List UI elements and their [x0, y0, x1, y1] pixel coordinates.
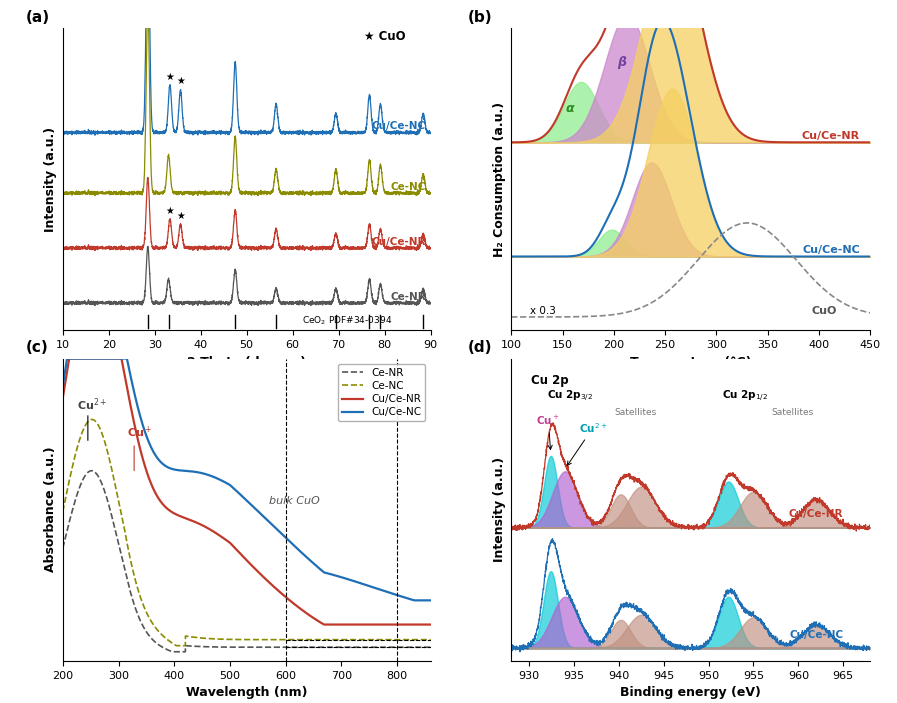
- Text: ★ CuO: ★ CuO: [364, 30, 406, 43]
- Text: Cu$^{2+}$: Cu$^{2+}$: [77, 396, 107, 413]
- Cu/Ce-NC: [76, 354, 87, 363]
- Text: Cu/Ce-NC: Cu/Ce-NC: [372, 121, 426, 131]
- Ce-NC: [420, 636, 431, 644]
- Ce-NR: [76, 477, 87, 486]
- Ce-NC: [57, 508, 68, 516]
- Text: Cu/Ce-NR: Cu/Ce-NR: [802, 131, 860, 141]
- Line: Ce-NR: Ce-NR: [63, 471, 436, 652]
- Cu/Ce-NR: [76, 354, 87, 363]
- Ce-NR: [86, 467, 97, 475]
- Text: (a): (a): [26, 10, 50, 25]
- Text: ★: ★: [166, 72, 174, 82]
- Text: Cu/Ce-NR: Cu/Ce-NR: [788, 510, 843, 520]
- Y-axis label: H₂ Consumption (a.u.): H₂ Consumption (a.u.): [492, 102, 506, 257]
- Text: Cu 2p: Cu 2p: [531, 374, 569, 387]
- Cu/Ce-NC: [352, 578, 362, 586]
- Ce-NR: [230, 643, 240, 652]
- Cu/Ce-NR: [420, 620, 431, 628]
- X-axis label: Wavelength (nm): Wavelength (nm): [186, 686, 308, 699]
- Cu/Ce-NC: [431, 596, 441, 605]
- X-axis label: Binding energy (eV): Binding energy (eV): [620, 686, 762, 699]
- Line: Cu/Ce-NC: Cu/Ce-NC: [63, 359, 436, 600]
- Cu/Ce-NC: [230, 485, 240, 494]
- Cu/Ce-NR: [57, 394, 68, 402]
- Ce-NR: [421, 643, 431, 652]
- Ce-NR: [420, 643, 431, 652]
- Cu/Ce-NR: [239, 554, 250, 562]
- Text: Cu$^+$: Cu$^+$: [126, 425, 152, 440]
- Text: (b): (b): [468, 10, 492, 25]
- Y-axis label: Intensity (a.u.): Intensity (a.u.): [492, 457, 506, 562]
- Text: Cu$^+$: Cu$^+$: [536, 414, 561, 449]
- Cu/Ce-NC: [409, 596, 420, 605]
- Cu/Ce-NR: [431, 620, 441, 628]
- Cu/Ce-NC: [57, 382, 68, 390]
- Cu/Ce-NC: [420, 596, 431, 605]
- Cu/Ce-NC: [239, 494, 250, 503]
- X-axis label: Temperature (°C): Temperature (°C): [630, 356, 752, 368]
- Ce-NC: [239, 636, 250, 644]
- Ce-NC: [352, 636, 362, 644]
- Ce-NR: [431, 643, 441, 652]
- Text: CeO$_2$ PDF#34-0394: CeO$_2$ PDF#34-0394: [301, 314, 392, 327]
- Text: (d): (d): [468, 340, 492, 356]
- Text: Ce-NR: Ce-NR: [390, 292, 426, 302]
- Text: ★: ★: [166, 206, 174, 216]
- Cu/Ce-NR: [230, 543, 240, 552]
- Text: Cu/Ce-NR: Cu/Ce-NR: [371, 237, 426, 247]
- Text: CuO: CuO: [812, 306, 837, 316]
- Cu/Ce-NR: [64, 354, 74, 363]
- Ce-NC: [171, 641, 182, 650]
- Text: (c): (c): [26, 340, 48, 356]
- Text: ★: ★: [176, 210, 185, 221]
- Line: Ce-NC: Ce-NC: [63, 420, 436, 645]
- Text: Cu/Ce-NC: Cu/Ce-NC: [802, 245, 860, 255]
- Line: Cu/Ce-NR: Cu/Ce-NR: [63, 359, 436, 624]
- Ce-NC: [230, 636, 240, 644]
- Ce-NC: [421, 636, 431, 644]
- Cu/Ce-NR: [318, 620, 329, 628]
- Cu/Ce-NC: [62, 354, 73, 363]
- Y-axis label: Absorbance (a.u.): Absorbance (a.u.): [44, 447, 57, 572]
- Text: β: β: [617, 56, 626, 69]
- Ce-NR: [57, 544, 68, 553]
- Ce-NR: [167, 647, 178, 656]
- Ce-NC: [431, 636, 441, 644]
- Text: bulk CuO: bulk CuO: [269, 496, 319, 505]
- Text: Ce-NC: Ce-NC: [390, 181, 426, 192]
- Text: Cu 2p$_{1/2}$: Cu 2p$_{1/2}$: [722, 389, 768, 404]
- Text: x 0.3: x 0.3: [530, 306, 555, 316]
- Ce-NR: [239, 643, 250, 652]
- Cu/Ce-NR: [352, 620, 362, 628]
- Text: ★: ★: [176, 77, 185, 86]
- Text: Satellites: Satellites: [771, 408, 814, 417]
- Y-axis label: Intensity (a.u.): Intensity (a.u.): [44, 127, 57, 232]
- Cu/Ce-NR: [421, 620, 431, 628]
- Text: Cu 2p$_{3/2}$: Cu 2p$_{3/2}$: [547, 389, 593, 404]
- Legend: Ce-NR, Ce-NC, Cu/Ce-NR, Cu/Ce-NC: Ce-NR, Ce-NC, Cu/Ce-NR, Cu/Ce-NC: [338, 363, 425, 421]
- Text: α: α: [566, 102, 574, 115]
- Ce-NC: [76, 429, 87, 437]
- Text: Cu/Ce-NC: Cu/Ce-NC: [789, 630, 843, 640]
- Text: Satellites: Satellites: [614, 408, 657, 417]
- Cu/Ce-NC: [421, 596, 431, 605]
- Ce-NC: [86, 415, 97, 424]
- Ce-NR: [352, 643, 362, 652]
- Text: Cu$^{2+}$: Cu$^{2+}$: [567, 421, 607, 465]
- X-axis label: 2 Theta (degree): 2 Theta (degree): [187, 356, 306, 368]
